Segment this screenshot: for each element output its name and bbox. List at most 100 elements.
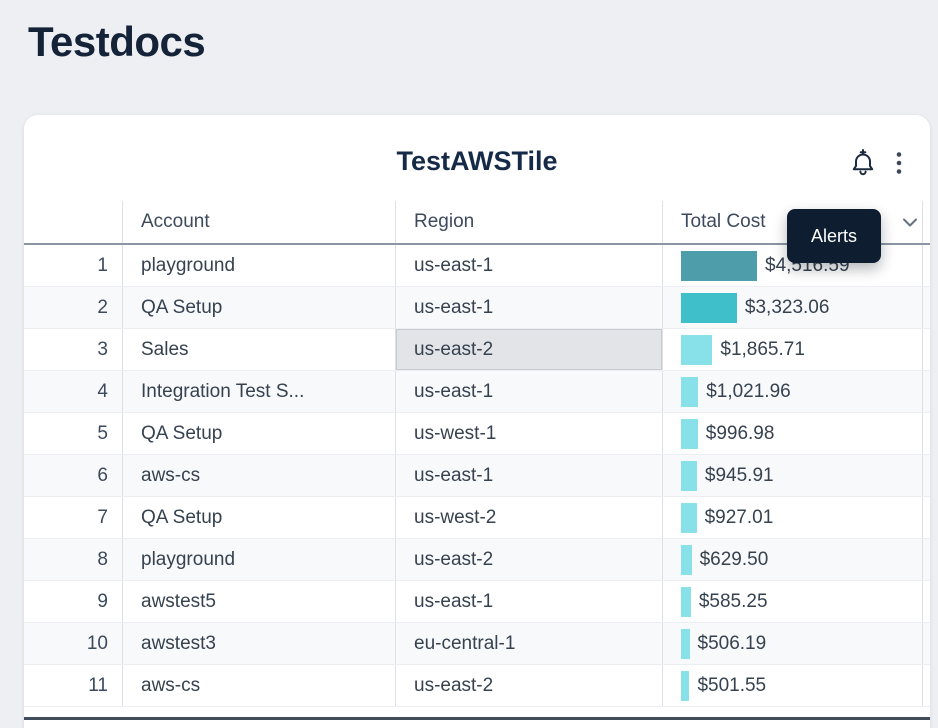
cost-column-header[interactable]: Total Cost (662, 201, 898, 243)
account-cell: QA Setup (122, 287, 395, 328)
table-row[interactable]: 1 playground us-east-1 $4,516.59 (24, 245, 930, 287)
cost-cell: $629.50 (662, 539, 898, 580)
region-cell[interactable]: us-east-1 (395, 455, 662, 496)
row-right-edge (922, 413, 930, 454)
kebab-menu-icon (896, 151, 902, 178)
row-right-edge (922, 623, 930, 664)
row-chevron-spacer (898, 497, 922, 538)
row-index: 9 (97, 590, 108, 612)
row-index: 2 (97, 296, 108, 318)
cost-bar (681, 544, 692, 575)
bell-plus-icon (850, 149, 876, 180)
account-column-header[interactable]: Account (122, 201, 395, 243)
cost-cell: $3,323.06 (662, 287, 898, 328)
row-index: 10 (86, 632, 108, 654)
row-index: 3 (97, 338, 108, 360)
table-row[interactable]: 11 aws-cs us-east-2 $501.55 (24, 665, 930, 707)
chevron-down-icon (903, 211, 917, 233)
region-cell[interactable]: eu-central-1 (395, 623, 662, 664)
cost-bar (681, 460, 697, 491)
account-cell: QA Setup (122, 413, 395, 454)
cost-bar (681, 376, 699, 407)
region-cell[interactable]: us-east-1 (395, 245, 662, 286)
row-chevron-spacer (898, 539, 922, 580)
account-cell: awstest5 (122, 581, 395, 622)
cost-bar (681, 586, 691, 617)
cost-cell: $996.98 (662, 413, 898, 454)
cost-cell: $506.19 (662, 623, 898, 664)
row-chevron-spacer (898, 455, 922, 496)
account-cell: QA Setup (122, 497, 395, 538)
row-index: 4 (97, 380, 108, 402)
cost-value: $996.98 (705, 422, 775, 444)
row-chevron-spacer (898, 581, 922, 622)
cost-bar (681, 334, 713, 365)
table-row[interactable]: 6 aws-cs us-east-1 $945.91 (24, 455, 930, 497)
cost-cell: $585.25 (662, 581, 898, 622)
cost-value: $506.19 (697, 632, 767, 654)
cost-value: $629.50 (699, 548, 769, 570)
cost-value: $1,021.96 (706, 380, 791, 402)
account-cell: aws-cs (122, 455, 395, 496)
table-row[interactable]: 2 QA Setup us-east-1 $3,323.06 (24, 287, 930, 329)
add-alert-button[interactable] (850, 149, 876, 180)
cost-cell: $1,865.71 (662, 329, 898, 370)
table-row[interactable]: 5 QA Setup us-west-1 $996.98 (24, 413, 930, 455)
region-column-header[interactable]: Region (395, 201, 662, 243)
row-chevron-spacer (898, 665, 922, 706)
cost-bar (681, 628, 690, 659)
cost-cell: $501.55 (662, 665, 898, 706)
row-chevron-spacer (898, 287, 922, 328)
kebab-menu-button[interactable] (896, 151, 902, 178)
cost-bar (681, 670, 690, 701)
account-cell: Sales (122, 329, 395, 370)
cost-cell: $927.01 (662, 497, 898, 538)
row-right-edge (922, 539, 930, 580)
region-cell[interactable]: us-east-2 (395, 539, 662, 580)
region-cell[interactable]: us-east-1 (395, 581, 662, 622)
table-row[interactable]: 3 Sales us-east-2 $1,865.71 (24, 329, 930, 371)
account-cell: awstest3 (122, 623, 395, 664)
account-cell: Integration Test S... (122, 371, 395, 412)
table-row[interactable]: 8 playground us-east-2 $629.50 (24, 539, 930, 581)
region-cell[interactable]: us-east-2 (395, 665, 662, 706)
tile-card: TestAWSTile Account (24, 115, 930, 728)
index-column-header (24, 201, 122, 243)
region-cell[interactable]: us-west-1 (395, 413, 662, 454)
region-cell[interactable]: us-west-2 (395, 497, 662, 538)
cost-value: $945.91 (704, 464, 774, 486)
row-right-edge (922, 455, 930, 496)
row-chevron-spacer (898, 371, 922, 412)
table-row[interactable]: 7 QA Setup us-west-2 $927.01 (24, 497, 930, 539)
row-right-edge (922, 497, 930, 538)
region-cell[interactable]: us-east-2 (395, 329, 662, 370)
table-row[interactable]: 9 awstest5 us-east-1 $585.25 (24, 581, 930, 623)
row-right-edge (922, 371, 930, 412)
account-cell: playground (122, 245, 395, 286)
row-right-edge (922, 245, 930, 286)
row-chevron-spacer (898, 623, 922, 664)
row-index: 1 (97, 254, 108, 276)
row-right-edge (922, 329, 930, 370)
table-header-row: Account Region Total Cost (24, 201, 930, 245)
table-bottom-border (24, 717, 930, 720)
cost-cell: $945.91 (662, 455, 898, 496)
row-right-edge (922, 581, 930, 622)
cost-bar (681, 250, 757, 281)
table-body: 1 playground us-east-1 $4,516.59 2 QA Se… (24, 245, 930, 707)
table-row[interactable]: 10 awstest3 eu-central-1 $506.19 (24, 623, 930, 665)
table-row[interactable]: 4 Integration Test S... us-east-1 $1,021… (24, 371, 930, 413)
account-cell: playground (122, 539, 395, 580)
column-options-button[interactable] (898, 201, 922, 243)
alerts-tooltip: Alerts (787, 209, 881, 263)
row-index: 7 (97, 506, 108, 528)
region-cell[interactable]: us-east-1 (395, 371, 662, 412)
tile-actions (850, 149, 902, 180)
cost-bar (681, 418, 698, 449)
row-index: 5 (97, 422, 108, 444)
cost-value: $501.55 (697, 674, 767, 696)
region-cell[interactable]: us-east-1 (395, 287, 662, 328)
row-index: 8 (97, 548, 108, 570)
cost-value: $927.01 (704, 506, 774, 528)
row-index: 6 (97, 464, 108, 486)
